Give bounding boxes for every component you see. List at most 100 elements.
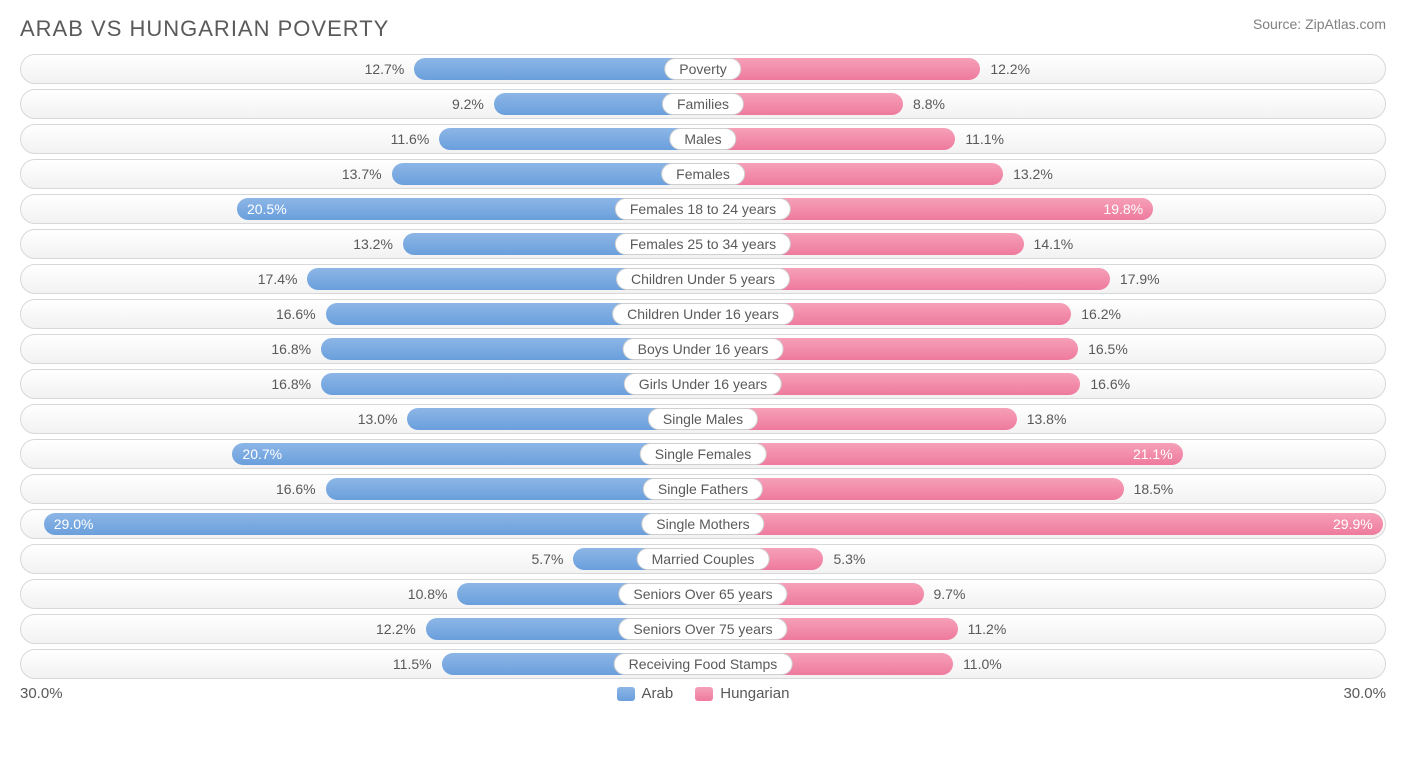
right-value: 13.8% — [1017, 411, 1077, 427]
chart-row: 16.8% 16.5% Boys Under 16 years — [20, 334, 1386, 364]
category-pill: Seniors Over 65 years — [618, 583, 787, 605]
row-left-half: 16.6% — [21, 300, 703, 328]
right-bar — [703, 128, 955, 150]
legend-label-arab: Arab — [642, 685, 674, 702]
row-right-half: 12.2% — [703, 55, 1385, 83]
chart-row: 20.5%19.8%Females 18 to 24 years — [20, 194, 1386, 224]
left-value: 16.6% — [266, 481, 326, 497]
left-value: 12.2% — [366, 621, 426, 637]
chart-row: 13.2%14.1%Females 25 to 34 years — [20, 229, 1386, 259]
row-right-half: 11.2% — [703, 615, 1385, 643]
row-right-half: 18.5% — [703, 475, 1385, 503]
row-left-half: 13.7% — [21, 160, 703, 188]
row-right-half: 9.7% — [703, 580, 1385, 608]
row-right-half: 13.2% — [703, 160, 1385, 188]
row-right-half: 8.8% — [703, 90, 1385, 118]
left-value: 5.7% — [522, 551, 574, 567]
row-right-half: 21.1% — [703, 440, 1385, 468]
source-label: Source: — [1253, 16, 1305, 32]
chart-row: 11.6%11.1%Males — [20, 124, 1386, 154]
right-value: 21.1% — [1123, 446, 1183, 462]
right-bar — [703, 163, 1003, 185]
chart-row: 29.0% 29.9% Single Mothers — [20, 509, 1386, 539]
row-left-half: 29.0% — [21, 510, 703, 538]
row-right-half: 16.2% — [703, 300, 1385, 328]
left-value: 13.7% — [332, 166, 392, 182]
row-left-half: 12.7% — [21, 55, 703, 83]
row-right-half: 19.8% — [703, 195, 1385, 223]
right-value: 9.7% — [924, 586, 976, 602]
left-value: 17.4% — [248, 271, 308, 287]
chart-row: 12.2%11.2%Seniors Over 75 years — [20, 614, 1386, 644]
left-value: 12.7% — [355, 61, 415, 77]
right-value: 13.2% — [1003, 166, 1063, 182]
right-bar — [703, 58, 980, 80]
left-value: 10.8% — [398, 586, 458, 602]
right-bar: 29.9% — [703, 513, 1383, 535]
row-left-half: 10.8% — [21, 580, 703, 608]
left-value: 9.2% — [442, 96, 494, 112]
chart-row: 11.5% 11.0% Receiving Food Stamps — [20, 649, 1386, 679]
right-value: 19.8% — [1093, 201, 1153, 217]
left-value: 20.7% — [232, 446, 292, 462]
left-value: 29.0% — [44, 516, 104, 532]
chart-row: 10.8% 9.7% Seniors Over 65 years — [20, 579, 1386, 609]
category-pill: Boys Under 16 years — [623, 338, 784, 360]
row-left-half: 12.2% — [21, 615, 703, 643]
row-left-half: 13.2% — [21, 230, 703, 258]
right-value: 18.5% — [1124, 481, 1184, 497]
row-right-half: 5.3% — [703, 545, 1385, 573]
chart-row: 13.0%13.8%Single Males — [20, 404, 1386, 434]
chart-header: ARAB VS HUNGARIAN POVERTY Source: ZipAtl… — [20, 16, 1386, 42]
row-left-half: 20.7% — [21, 440, 703, 468]
left-value: 16.8% — [261, 341, 321, 357]
category-pill: Single Females — [640, 443, 767, 465]
category-pill: Single Fathers — [643, 478, 763, 500]
chart-row: 9.2% 8.8%Families — [20, 89, 1386, 119]
left-bar — [392, 163, 703, 185]
legend-swatch-hungarian — [695, 687, 713, 701]
chart-title: ARAB VS HUNGARIAN POVERTY — [20, 16, 389, 42]
right-value: 11.1% — [955, 131, 1014, 147]
row-right-half: 13.8% — [703, 405, 1385, 433]
right-value: 11.0% — [953, 656, 1012, 672]
right-value: 16.2% — [1071, 306, 1131, 322]
row-left-half: 16.6% — [21, 475, 703, 503]
chart-row: 17.4% 17.9% Children Under 5 years — [20, 264, 1386, 294]
legend: Arab Hungarian — [617, 685, 790, 702]
chart-row: 13.7% 13.2% Females — [20, 159, 1386, 189]
category-pill: Females 25 to 34 years — [615, 233, 791, 255]
legend-item-arab: Arab — [617, 685, 674, 702]
category-pill: Poverty — [664, 58, 741, 80]
row-left-half: 16.8% — [21, 335, 703, 363]
category-pill: Females — [661, 163, 745, 185]
left-value: 16.6% — [266, 306, 326, 322]
category-pill: Receiving Food Stamps — [614, 653, 793, 675]
row-right-half: 11.1% — [703, 125, 1385, 153]
row-right-half: 29.9% — [703, 510, 1385, 538]
diverging-bar-chart: 12.7% 12.2% Poverty 9.2% 8.8%Families 11.6% 11… — [20, 54, 1386, 679]
category-pill: Single Mothers — [641, 513, 764, 535]
category-pill: Single Males — [648, 408, 758, 430]
chart-row: 16.6%16.2%Children Under 16 years — [20, 299, 1386, 329]
chart-footer: 30.0% Arab Hungarian 30.0% — [20, 685, 1386, 702]
right-value: 12.2% — [980, 61, 1040, 77]
row-right-half: 11.0% — [703, 650, 1385, 678]
left-bar — [414, 58, 703, 80]
category-pill: Families — [662, 93, 744, 115]
chart-row: 16.6% 18.5% Single Fathers — [20, 474, 1386, 504]
row-left-half: 11.6% — [21, 125, 703, 153]
left-value: 11.5% — [383, 656, 442, 672]
right-value: 16.5% — [1078, 341, 1138, 357]
left-bar: 20.7% — [232, 443, 703, 465]
right-bar: 21.1% — [703, 443, 1183, 465]
right-value: 29.9% — [1323, 516, 1383, 532]
chart-row: 5.7%5.3%Married Couples — [20, 544, 1386, 574]
right-value: 11.2% — [958, 621, 1017, 637]
right-bar — [703, 478, 1124, 500]
row-right-half: 16.6% — [703, 370, 1385, 398]
left-bar: 29.0% — [44, 513, 703, 535]
row-left-half: 9.2% — [21, 90, 703, 118]
category-pill: Children Under 5 years — [616, 268, 790, 290]
right-value: 17.9% — [1110, 271, 1170, 287]
